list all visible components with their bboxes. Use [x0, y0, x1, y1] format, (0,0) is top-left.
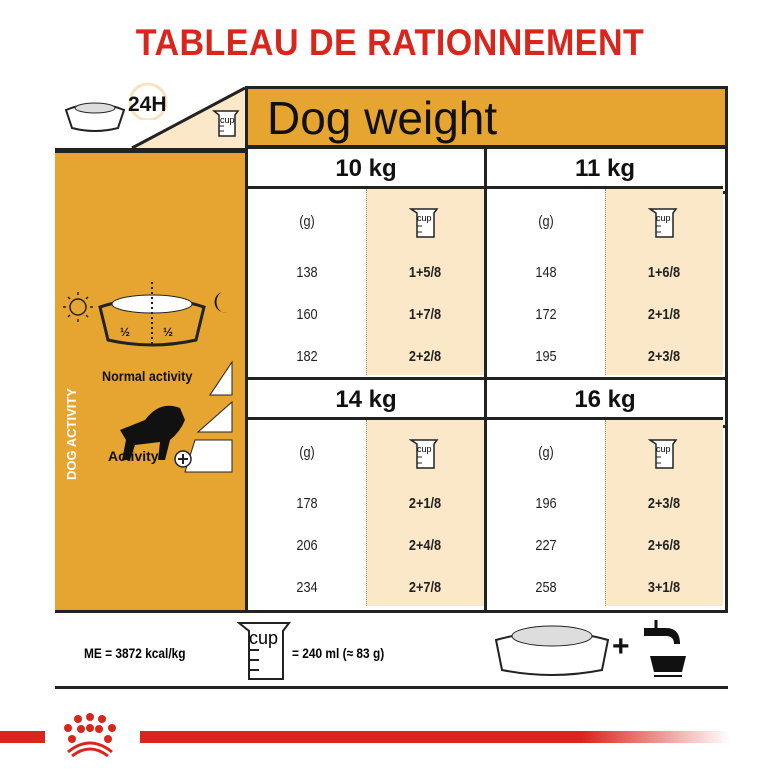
cup-icon: cup — [408, 206, 439, 245]
cups-value: 2+3/8 — [647, 495, 681, 512]
divider — [245, 86, 728, 89]
header-triangle — [131, 86, 246, 150]
cups-value: 1+6/8 — [647, 264, 681, 281]
cups-value: 2+6/8 — [647, 537, 681, 554]
cup-icon: cup — [647, 437, 678, 476]
normal-activity-label: Normal activity — [102, 368, 193, 384]
plus-sign: + — [612, 630, 630, 663]
cups-value: 1+7/8 — [408, 306, 442, 323]
weight-block: 11 kg (g) cup 148 1+6/8 172 2+1/8 195 2+3/8 — [487, 149, 723, 375]
grams-value: 206 — [296, 537, 318, 554]
grams-value: 234 — [296, 579, 318, 596]
cups-value: 2+4/8 — [408, 537, 442, 554]
grams-header: (g) — [538, 444, 554, 461]
ration-table — [55, 86, 728, 613]
weight-header: 11 kg — [487, 149, 723, 189]
weight-header: 14 kg — [248, 380, 484, 420]
activity-label: Activity — [108, 448, 159, 464]
cups-value: 2+2/8 — [408, 348, 442, 365]
cups-value: 1+5/8 — [408, 264, 442, 281]
cup-equivalent: = 240 ml (≈ 83 g) — [292, 645, 385, 661]
grams-value: 258 — [535, 579, 557, 596]
grams-header: (g) — [299, 444, 315, 461]
grams-value: 138 — [296, 264, 318, 281]
weight-block: 16 kg (g) cup 196 2+3/8 227 2+6/8 258 3+1/8 — [487, 380, 723, 606]
grams-value: 172 — [535, 306, 557, 323]
weight-block: 14 kg (g) cup 178 2+1/8 206 2+4/8 234 2+7/8 — [248, 380, 484, 606]
cups-value: 3+1/8 — [647, 579, 681, 596]
activity-steps-icon — [120, 360, 233, 473]
cup-icon: cup — [236, 620, 293, 687]
weight-header: 16 kg — [487, 380, 723, 420]
cup-icon: cup — [408, 437, 439, 476]
activity-panel — [55, 150, 245, 610]
cup-icon: cup — [647, 206, 678, 245]
feeding-split-icon — [63, 282, 228, 347]
grams-value: 160 — [296, 306, 318, 323]
grams-value: 196 — [535, 495, 557, 512]
dog-activity-label: DOG ACTIVITY — [64, 388, 79, 480]
grams-value: 178 — [296, 495, 318, 512]
period-label: 24H — [128, 93, 167, 116]
weight-header: 10 kg — [248, 149, 484, 189]
grams-value: 227 — [535, 537, 557, 554]
royal-canin-logo — [64, 713, 116, 758]
grams-header: (g) — [299, 213, 315, 230]
page-title: TABLEAU DE RATIONNEMENT — [135, 22, 645, 63]
water-tap-icon — [644, 620, 686, 677]
grams-header: (g) — [538, 213, 554, 230]
cups-value: 2+1/8 — [408, 495, 442, 512]
grams-value: 148 — [535, 264, 557, 281]
energy-label: ME = 3872 kcal/kg — [84, 645, 186, 661]
grams-value: 195 — [535, 348, 557, 365]
clock-icon — [128, 82, 168, 120]
cup-icon: cup — [211, 108, 240, 143]
weight-block: 10 kg (g) cup 138 1+5/8 160 1+7/8 182 2+2/8 — [248, 149, 484, 375]
cups-value: 2+3/8 — [647, 348, 681, 365]
dog-weight-header: Dog weight — [245, 89, 725, 145]
food-bowl-icon — [64, 102, 126, 132]
grams-value: 182 — [296, 348, 318, 365]
cups-value: 2+1/8 — [647, 306, 681, 323]
food-bowl-icon — [494, 625, 610, 676]
cups-value: 2+7/8 — [408, 579, 442, 596]
